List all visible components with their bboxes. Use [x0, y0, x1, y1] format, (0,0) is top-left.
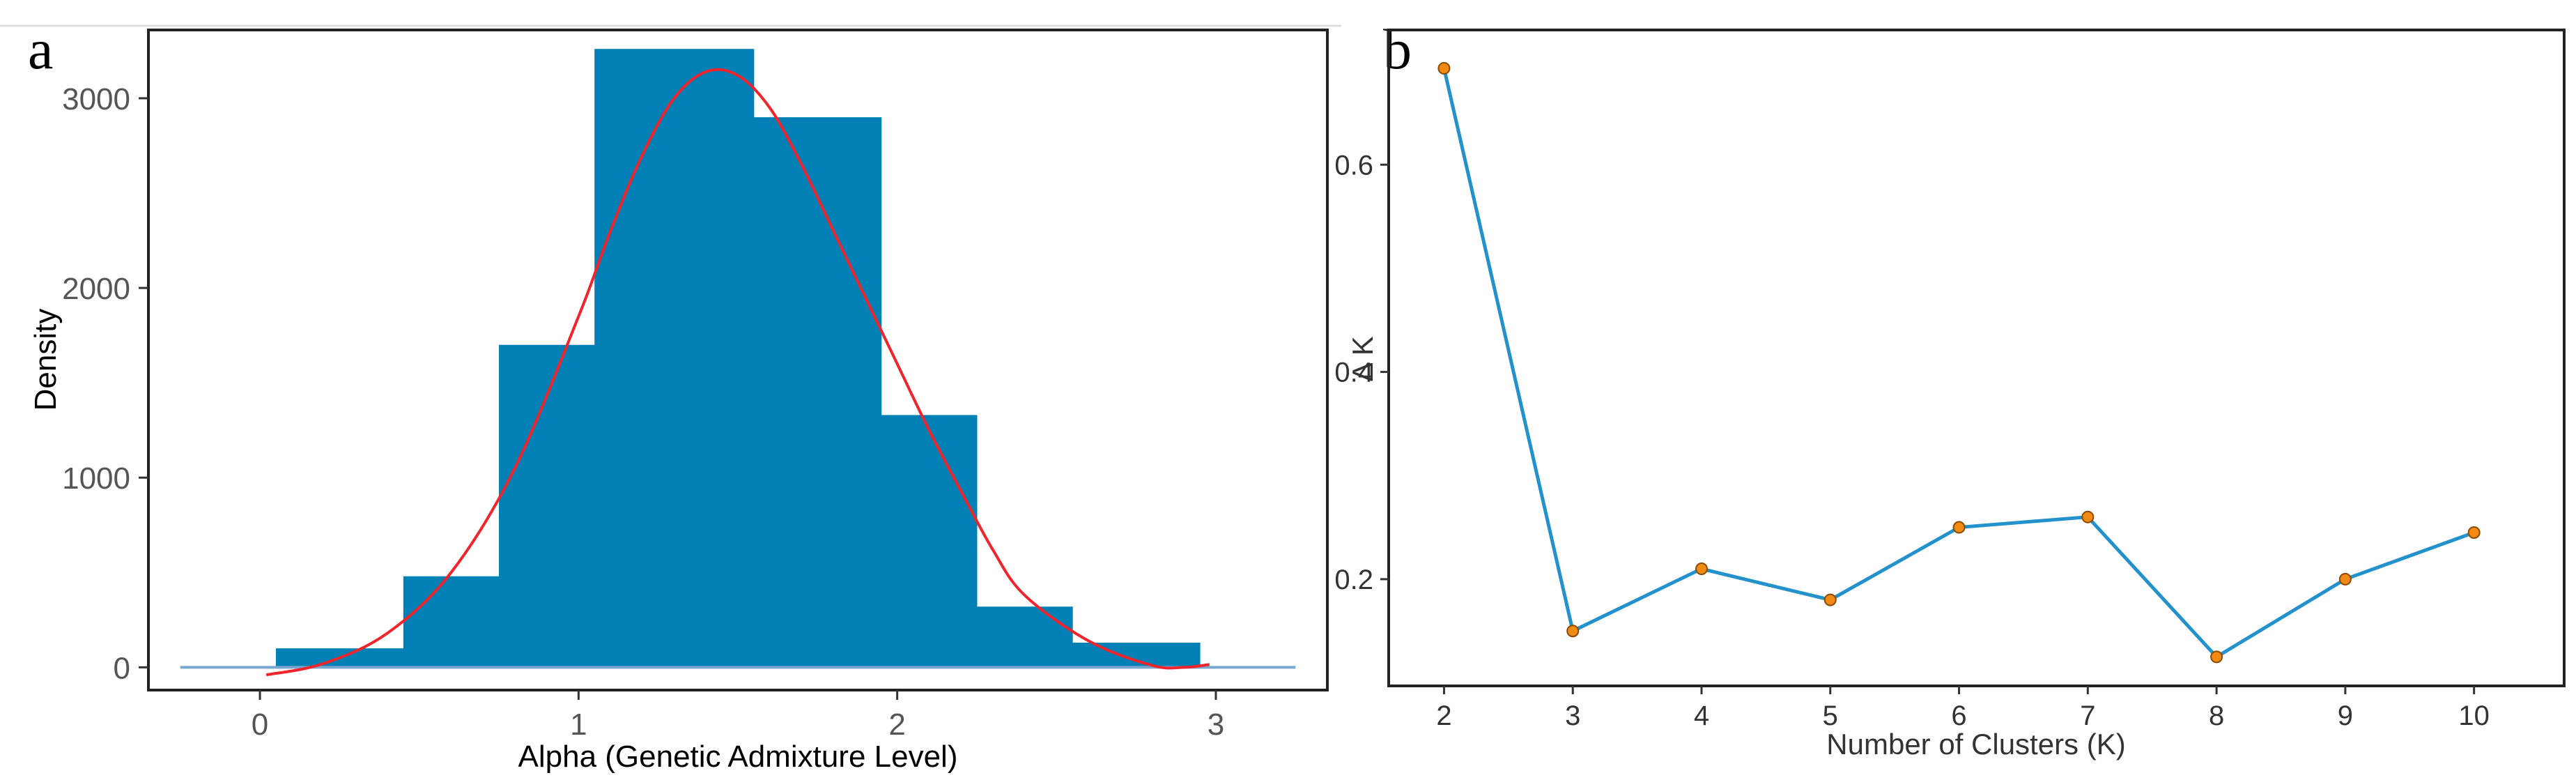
- b-x-axis-title: Number of Clusters (K): [1826, 728, 2125, 760]
- b-data-point: [1695, 563, 1709, 576]
- a-y-ticks: 0 1000 2000 3000: [62, 82, 148, 685]
- a-x-tick-label: 3: [1208, 708, 1224, 742]
- a-x-tick-label: 1: [570, 708, 587, 742]
- b-data-point: [1823, 593, 1837, 606]
- histogram-bar: [976, 606, 1073, 668]
- panel-a-label: a: [28, 17, 53, 81]
- b-data-point: [1952, 521, 1966, 534]
- b-series-line: [1442, 68, 2475, 659]
- b-x-tick-label: 8: [2209, 701, 2224, 731]
- b-data-point: [2081, 510, 2095, 523]
- a-y-axis-title: Density: [29, 309, 63, 411]
- b-data-point: [2467, 526, 2481, 539]
- b-data-point: [1566, 625, 1580, 638]
- b-data-point: [2210, 650, 2223, 664]
- histogram-bar: [594, 49, 755, 668]
- b-y-tick-label: 0.4: [1334, 358, 1373, 388]
- a-x-axis-title: Alpha (Genetic Admixture Level): [518, 740, 958, 774]
- b-plot-frame: [1387, 29, 2566, 687]
- a-density-curve: [265, 68, 1210, 677]
- b-y-tick-label: 0.6: [1334, 150, 1373, 181]
- a-x-tick-label: 0: [252, 708, 268, 742]
- b-x-tick-label: 2: [1436, 701, 1451, 731]
- b-x-tick-label: 4: [1694, 701, 1709, 731]
- a-y-tick-label: 3000: [62, 82, 130, 116]
- a-x-tick-label: 2: [888, 708, 905, 742]
- b-y-axis-title: Δ K: [1346, 336, 1379, 381]
- histogram-bar: [403, 576, 500, 668]
- b-x-tick-label: 5: [1823, 701, 1838, 731]
- panel-a-histogram: a 0 1 2 3 0 1000 2000 3000 Alpha (Genetic Admi…: [28, 17, 1329, 774]
- b-points: [1437, 62, 2481, 664]
- b-x-tick-label: 3: [1565, 701, 1580, 731]
- histogram-bar: [881, 415, 978, 668]
- histogram-bar: [753, 117, 882, 668]
- a-y-tick-label: 2000: [62, 272, 130, 306]
- b-x-tick-label: 10: [2458, 701, 2490, 731]
- b-x-tick-label: 9: [2338, 701, 2353, 731]
- histogram-bar: [1072, 642, 1201, 668]
- b-y-ticks: 0.2 0.4 0.6: [1334, 150, 1389, 595]
- b-x-tick-label: 7: [2080, 701, 2095, 731]
- b-x-tick-label: 6: [1951, 701, 1966, 731]
- a-bars: [275, 49, 1201, 668]
- a-y-tick-label: 1000: [62, 461, 130, 496]
- b-data-point: [1437, 62, 1451, 75]
- b-data-point: [2338, 572, 2352, 586]
- panel-b-delta-k: b 2 3 4 5 6 7 8 9 10 0.20.40.6 Number of Cluster…: [1334, 17, 2566, 760]
- a-y-tick-label: 0: [114, 651, 130, 685]
- b-y-tick-label: 0.2: [1334, 565, 1373, 595]
- a-x-ticks: 0 1 2 3: [252, 690, 1224, 742]
- a-plot-frame: [147, 29, 1329, 691]
- b-x-ticks: 2 3 4 5 6 7 8 9 10: [1436, 686, 2490, 731]
